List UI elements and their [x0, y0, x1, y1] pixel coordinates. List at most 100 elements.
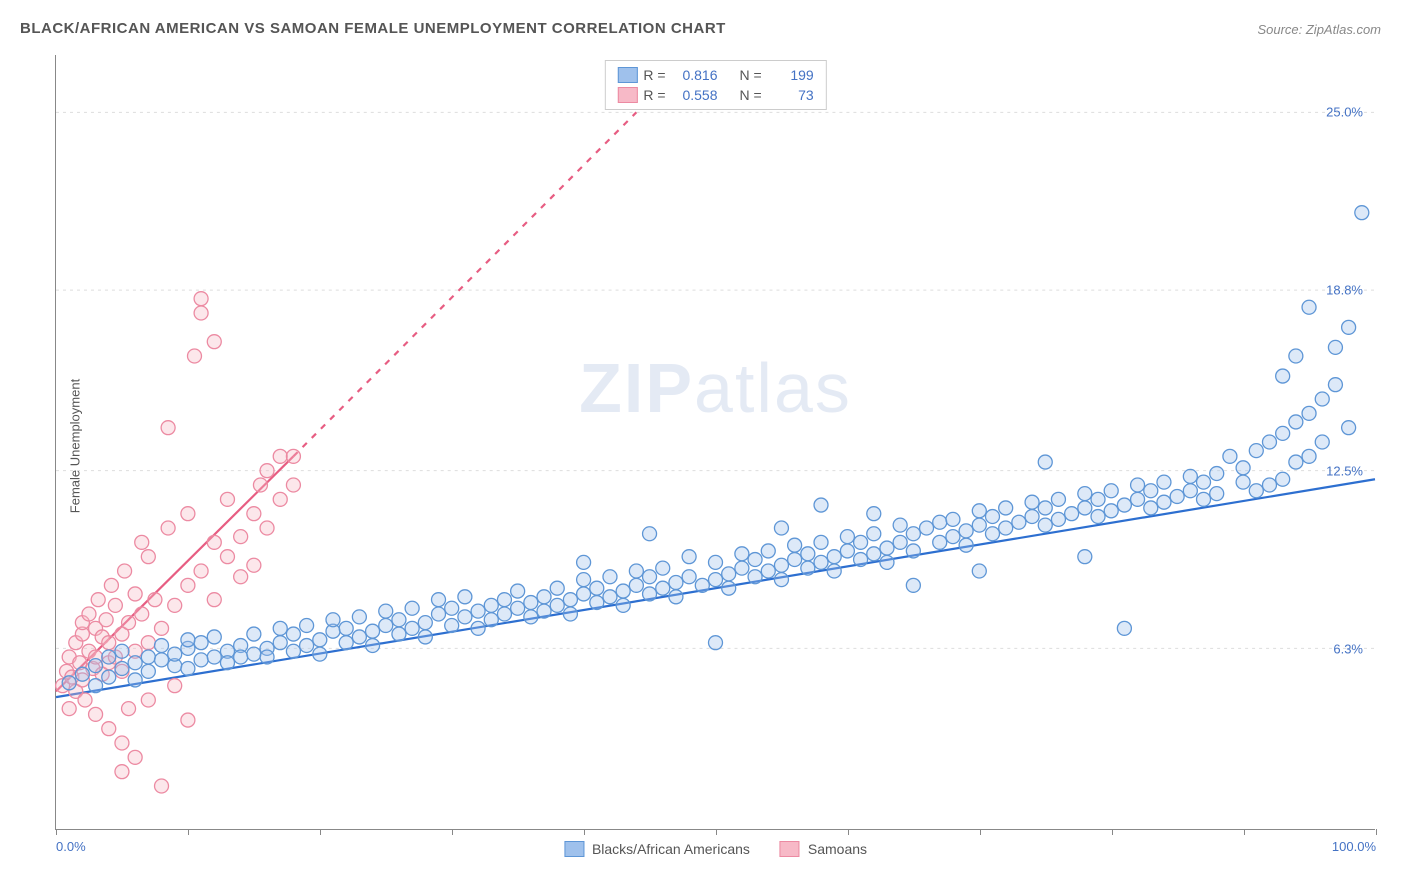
data-point	[194, 564, 208, 578]
data-point	[814, 555, 828, 569]
n-value-pink: 73	[768, 87, 814, 103]
data-point	[603, 570, 617, 584]
data-point	[643, 570, 657, 584]
data-point	[1117, 498, 1131, 512]
data-point	[682, 550, 696, 564]
data-point	[867, 527, 881, 541]
data-point	[418, 616, 432, 630]
data-point	[774, 521, 788, 535]
data-point	[524, 596, 538, 610]
data-point	[695, 578, 709, 592]
data-point	[286, 627, 300, 641]
data-point	[1289, 415, 1303, 429]
x-tick	[584, 829, 585, 835]
data-point	[220, 550, 234, 564]
data-point	[1038, 518, 1052, 532]
data-point	[1210, 467, 1224, 481]
data-point	[563, 593, 577, 607]
data-point	[893, 518, 907, 532]
data-point	[432, 607, 446, 621]
scatter-points-black-african-american	[62, 206, 1369, 693]
data-point	[1249, 484, 1263, 498]
data-point	[1315, 435, 1329, 449]
data-point	[108, 598, 122, 612]
data-point	[141, 650, 155, 664]
data-point	[181, 578, 195, 592]
x-tick-label: 100.0%	[1332, 839, 1376, 854]
data-point	[840, 530, 854, 544]
data-point	[629, 564, 643, 578]
legend-swatch-blue	[617, 67, 637, 83]
data-point	[273, 492, 287, 506]
data-point	[722, 567, 736, 581]
data-point	[1276, 472, 1290, 486]
x-tick	[1112, 829, 1113, 835]
data-point	[1183, 469, 1197, 483]
data-point	[135, 607, 149, 621]
data-point	[1315, 392, 1329, 406]
data-point	[577, 587, 591, 601]
data-point	[972, 564, 986, 578]
data-point	[89, 679, 103, 693]
data-point	[300, 618, 314, 632]
data-point	[247, 627, 261, 641]
data-point	[999, 501, 1013, 515]
data-point	[1144, 501, 1158, 515]
data-point	[471, 604, 485, 618]
data-point	[1065, 507, 1079, 521]
data-point	[247, 647, 261, 661]
data-point	[616, 598, 630, 612]
data-point	[128, 656, 142, 670]
data-point	[313, 633, 327, 647]
data-point	[788, 538, 802, 552]
data-point	[1342, 320, 1356, 334]
data-point	[511, 584, 525, 598]
data-point	[590, 596, 604, 610]
data-point	[194, 292, 208, 306]
data-point	[194, 306, 208, 320]
data-point	[78, 693, 92, 707]
legend-row-pink: R = 0.558 N = 73	[617, 85, 813, 105]
data-point	[590, 581, 604, 595]
data-point	[352, 610, 366, 624]
data-point	[207, 650, 221, 664]
data-point	[1051, 492, 1065, 506]
data-point	[220, 656, 234, 670]
data-point	[326, 613, 340, 627]
x-tick	[56, 829, 57, 835]
data-point	[128, 673, 142, 687]
series-legend: Blacks/African Americans Samoans	[564, 841, 867, 857]
data-point	[1262, 478, 1276, 492]
data-point	[168, 647, 182, 661]
data-point	[709, 636, 723, 650]
data-point	[577, 555, 591, 569]
data-point	[300, 639, 314, 653]
x-tick	[320, 829, 321, 835]
data-point	[1210, 487, 1224, 501]
data-point	[1289, 455, 1303, 469]
legend-label-pink: Samoans	[808, 841, 867, 857]
data-point	[313, 647, 327, 661]
data-point	[379, 604, 393, 618]
data-point	[253, 478, 267, 492]
data-point	[104, 578, 118, 592]
data-point	[1131, 492, 1145, 506]
data-point	[1117, 621, 1131, 635]
data-point	[603, 590, 617, 604]
plot-svg	[56, 55, 1375, 829]
data-point	[286, 478, 300, 492]
data-point	[1157, 475, 1171, 489]
data-point	[102, 636, 116, 650]
data-point	[643, 587, 657, 601]
data-point	[880, 541, 894, 555]
data-point	[643, 527, 657, 541]
x-tick	[188, 829, 189, 835]
x-tick	[1244, 829, 1245, 835]
data-point	[432, 593, 446, 607]
data-point	[220, 492, 234, 506]
data-point	[445, 601, 459, 615]
data-point	[577, 573, 591, 587]
data-point	[366, 639, 380, 653]
data-point	[959, 524, 973, 538]
data-point	[1302, 449, 1316, 463]
